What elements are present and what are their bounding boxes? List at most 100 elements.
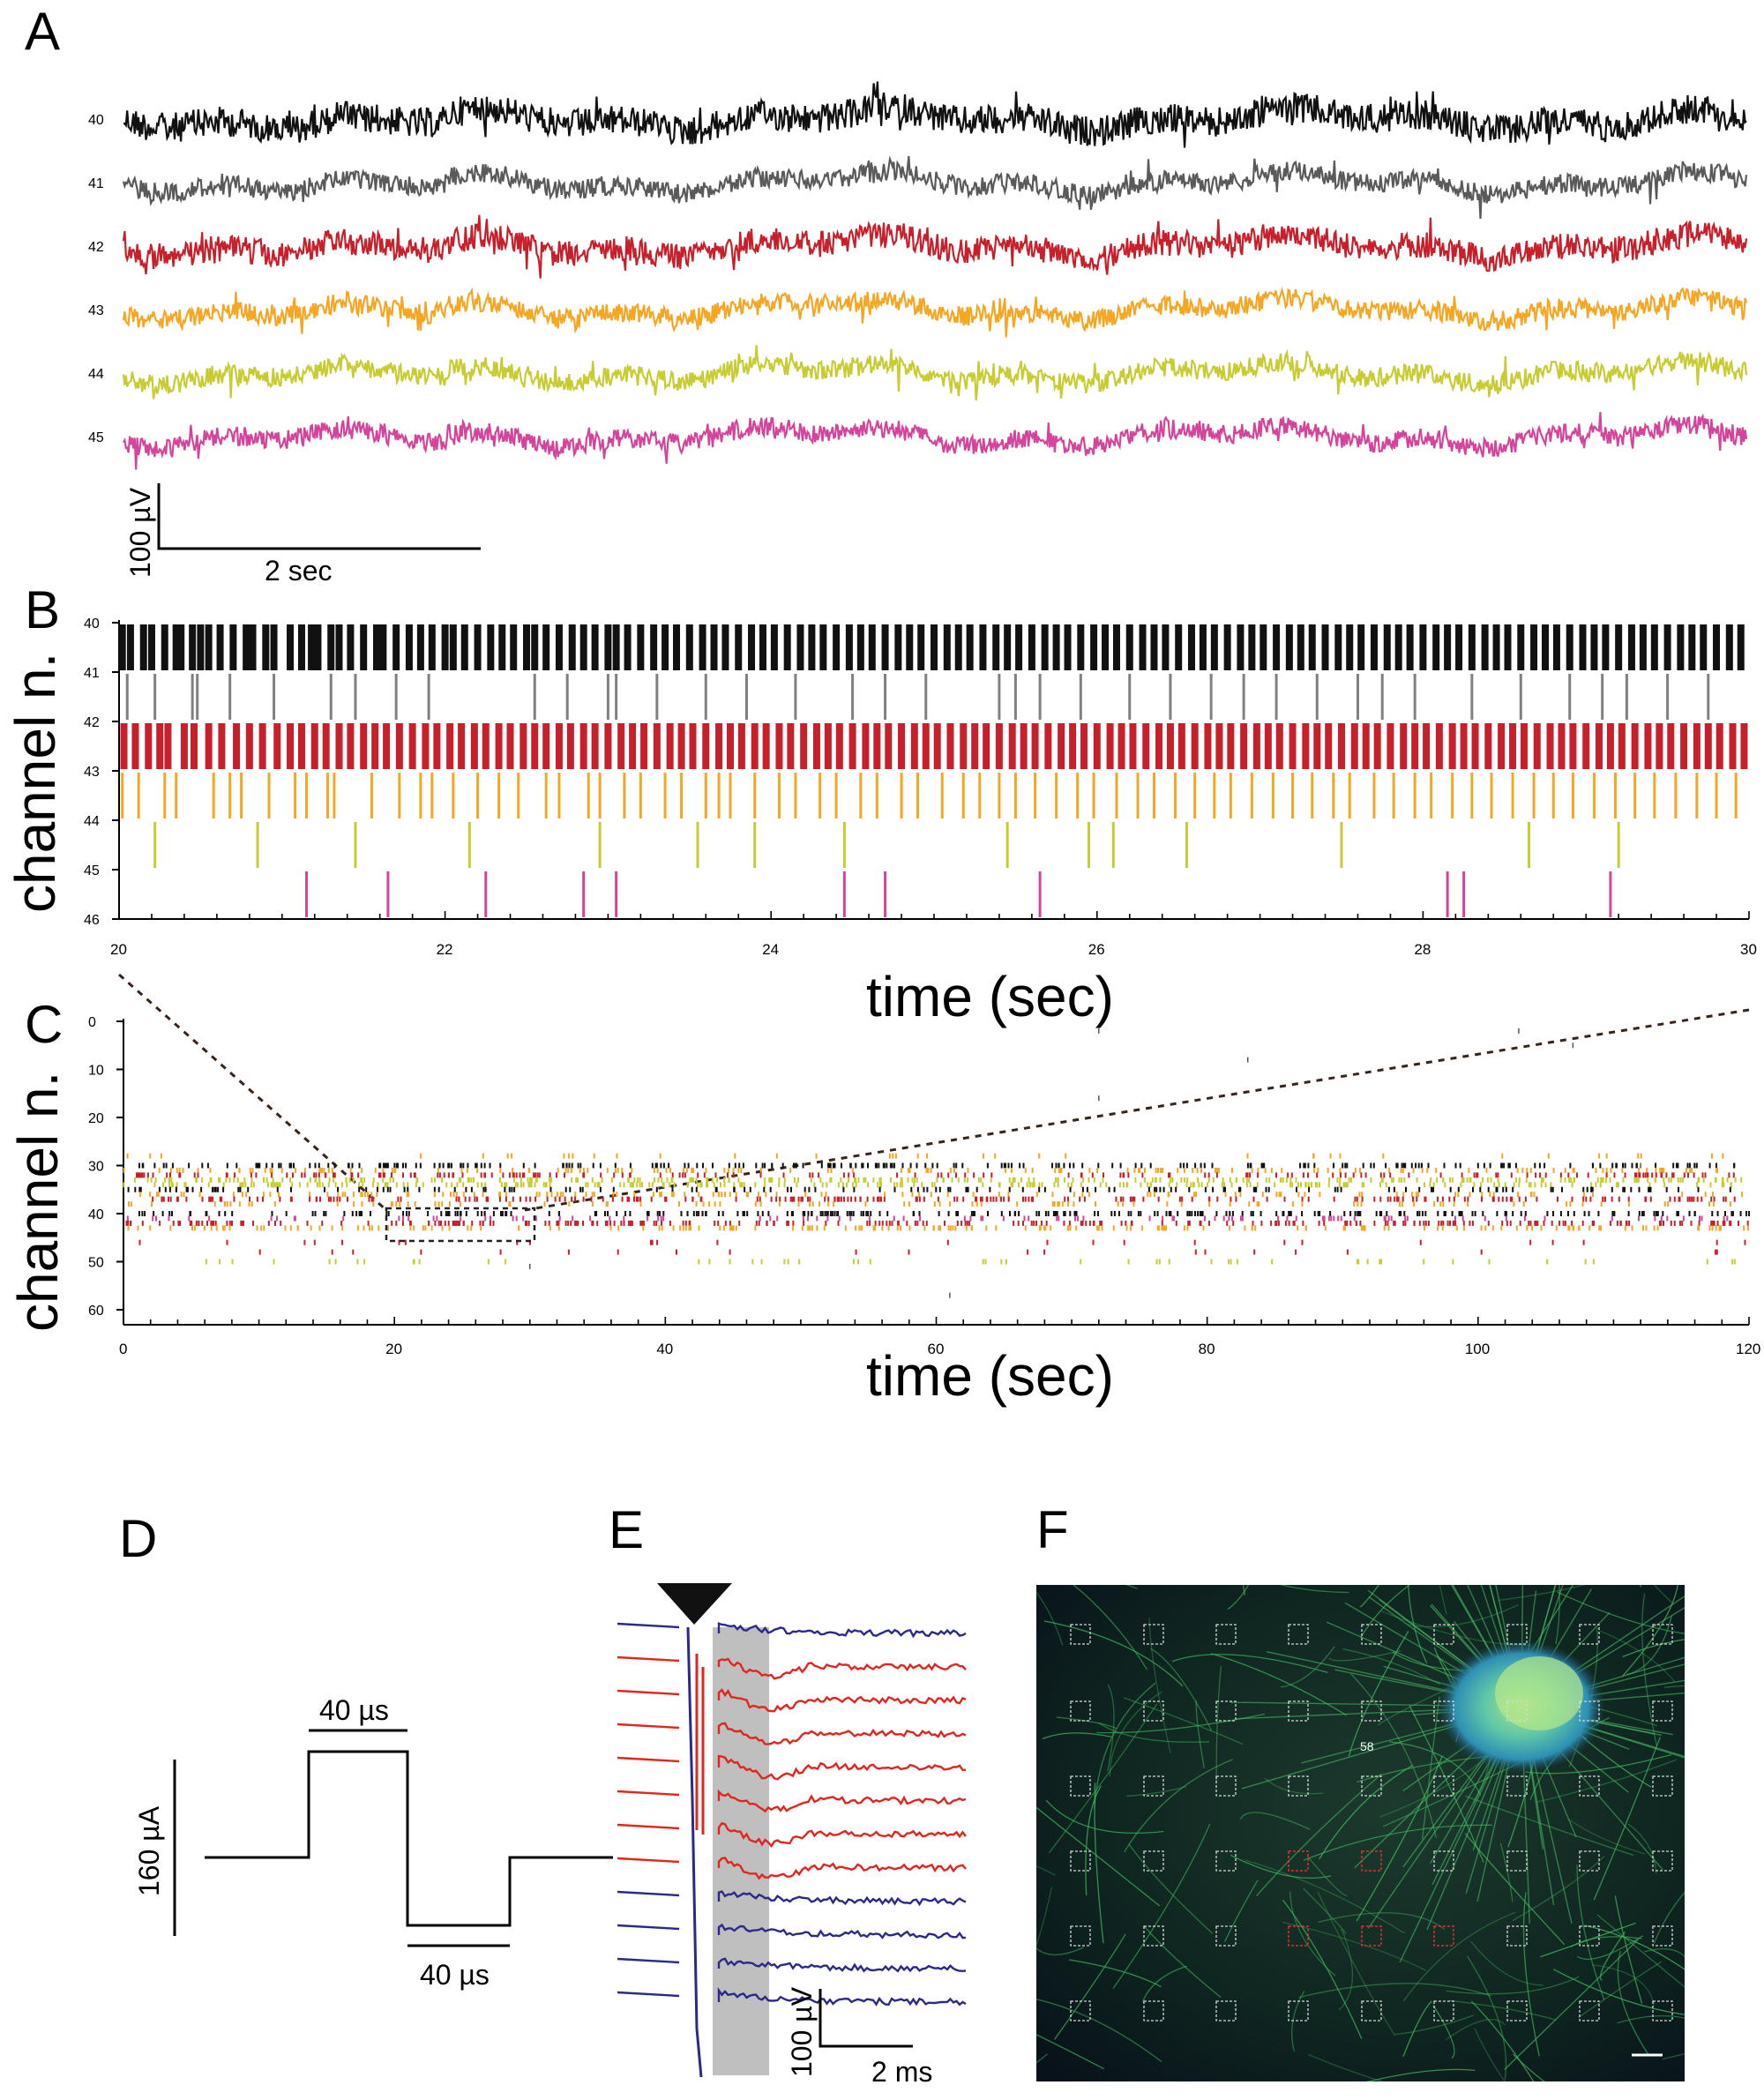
panel-f-electrode xyxy=(1652,1624,1673,1645)
panel-f-neurite xyxy=(1227,1585,1250,1610)
panel-f-neurite xyxy=(1662,2052,1685,2060)
panel-f-electrode xyxy=(1433,1624,1454,1645)
panel-f-neurite xyxy=(1641,1593,1658,1746)
panel-a-trace-41 xyxy=(122,155,1748,219)
panel-c-y-tick-label: 60 xyxy=(88,1304,104,1319)
panel-c-xlabel: time (sec) xyxy=(866,1344,1114,1408)
panel-f-neurite xyxy=(1171,1654,1328,1674)
panel-d-top-duration-label: 40 µs xyxy=(319,1694,389,1726)
zoom-line-left xyxy=(118,973,387,1212)
stimulus-arrow-icon xyxy=(657,1583,732,1625)
panel-a-channel-labels: 40 41 42 43 44 45 xyxy=(88,113,104,445)
panel-f-electrode-stimulating xyxy=(1361,1850,1382,1872)
panel-f-neurite xyxy=(1449,1999,1557,2022)
panel-f-neurite xyxy=(1239,1812,1311,1830)
panel-f-neurite xyxy=(1068,1959,1162,1988)
panel-e-trace-pre xyxy=(617,1823,680,1830)
panel-f-neurite xyxy=(1125,1786,1186,1797)
panel-f-electrode-stimulating xyxy=(1433,1925,1454,1947)
panel-f-electrode xyxy=(1215,2000,1237,2022)
panel-f-neurite xyxy=(1264,1777,1324,1795)
panel-f-electrode xyxy=(1215,1700,1237,1722)
panel-e-trace-pre xyxy=(617,1857,680,1864)
panel-c-x-tick-label: 20 xyxy=(385,1341,402,1357)
panel-f-neurite xyxy=(1043,1620,1184,1687)
panel-e-trace-pre xyxy=(617,1689,680,1696)
panel-b-y-tick-label: 44 xyxy=(84,814,100,829)
panel-f-electrode xyxy=(1215,1775,1237,1797)
panel-f-letter: F xyxy=(1036,1500,1069,1559)
panel-e-trace-post xyxy=(717,1789,967,1813)
panel-f-neurite xyxy=(1498,1585,1586,1602)
panel-c-ylabel: channel n. xyxy=(6,1072,70,1332)
panel-e-trace-post xyxy=(717,1688,967,1713)
panel-f-electrode xyxy=(1361,1775,1382,1797)
panel-f-neurite xyxy=(1280,1646,1335,1688)
panel-f-neurite xyxy=(1036,1591,1064,1646)
panel-e-scale-x-label: 2 ms xyxy=(871,2056,932,2088)
panel-e-trace-pre xyxy=(617,1723,680,1730)
panel-f-neurite xyxy=(1317,1891,1396,2036)
panel-f-neurite xyxy=(1592,1964,1656,2007)
panel-f-neurite xyxy=(1298,1983,1492,1999)
panel-c-letter: C xyxy=(25,995,63,1054)
panel-f-electrode xyxy=(1361,1624,1382,1645)
panel-f-neurite xyxy=(1467,1955,1507,2080)
panel-f-neurite xyxy=(1464,1833,1566,1946)
panel-a-trace-43 xyxy=(122,286,1748,338)
panel-c-y-tick-label: 40 xyxy=(88,1207,104,1222)
panel-f-neurite xyxy=(1639,1585,1642,1588)
panel-f-electrode xyxy=(1361,1700,1382,1722)
panel-f-neurite xyxy=(1599,1931,1626,1981)
panel-f-neurite xyxy=(1522,1892,1540,2057)
panel-b-xlabel: time (sec) xyxy=(866,965,1114,1028)
panel-f-neurite xyxy=(1513,2053,1545,2081)
panel-b-x-tick-label: 24 xyxy=(762,941,779,958)
panel-f-neurite xyxy=(1073,1585,1148,1670)
panel-f-neurite xyxy=(1054,1933,1126,2040)
panel-f-neurite xyxy=(1056,1716,1117,1730)
panel-a-trace-42 xyxy=(122,214,1748,279)
panel-f-electrode xyxy=(1506,1775,1528,1797)
panel-f-electrode xyxy=(1288,1700,1309,1722)
panel-b-y-tick-label: 40 xyxy=(84,617,100,631)
panel-f-electrode xyxy=(1070,1850,1091,1872)
panel-f-electrode xyxy=(1506,2000,1528,2022)
panel-f-electrode xyxy=(1579,1925,1600,1947)
panel-e-scale-bar: 100 µV 2 ms xyxy=(786,1986,932,2088)
panel-f-neurite xyxy=(1308,2053,1384,2081)
panel-f-neurite xyxy=(1143,1925,1222,1999)
panel-f-electrode xyxy=(1652,2000,1673,2022)
panel-f-electrode xyxy=(1070,1700,1091,1722)
panel-f-neurite xyxy=(1042,1732,1112,1740)
panel-e-letter: E xyxy=(609,1500,644,1559)
panel-b-rasters xyxy=(118,624,1748,917)
panel-e-scale-y-label: 100 µV xyxy=(786,1986,818,2077)
panel-f-electrode-stimulating xyxy=(1288,1850,1309,1872)
panel-f-neurite xyxy=(1585,1924,1685,1970)
panel-e-trace-post xyxy=(717,1923,967,1939)
panel-f-electrode-label: 58 xyxy=(1360,1739,1374,1753)
panel-f-electrode xyxy=(1143,1925,1164,1947)
panel-f-neurite xyxy=(1557,1591,1685,1634)
panel-f-electrode xyxy=(1070,1624,1091,1645)
panel-d-amplitude-label: 160 µA xyxy=(133,1805,165,1896)
panel-f-electrode xyxy=(1143,1850,1164,1872)
panel-f-neurite xyxy=(1350,1673,1438,1839)
panel-a-scale-x-label: 2 sec xyxy=(265,555,332,587)
panel-c-x-tick-label: 0 xyxy=(119,1341,127,1357)
panel-f-neurite xyxy=(1045,1799,1164,1834)
panel-f-neurite xyxy=(1245,1859,1405,1934)
panel-f-neurite xyxy=(1338,1928,1354,2011)
panel-f-electrode xyxy=(1288,1775,1309,1797)
panel-e-trace-post xyxy=(717,1622,967,1639)
panel-c-x-tick-label: 100 xyxy=(1465,1341,1490,1357)
panel-c-y-tick-label: 10 xyxy=(88,1064,104,1079)
panel-f-neurite xyxy=(1499,1842,1514,1902)
panel-c-zoom-box xyxy=(385,1207,536,1243)
panel-f-neurite xyxy=(1279,1585,1349,1594)
panel-a-channel-label: 45 xyxy=(88,430,104,445)
panel-f-neurite xyxy=(1360,1585,1411,1639)
panel-f-neurite xyxy=(1210,1653,1348,1716)
